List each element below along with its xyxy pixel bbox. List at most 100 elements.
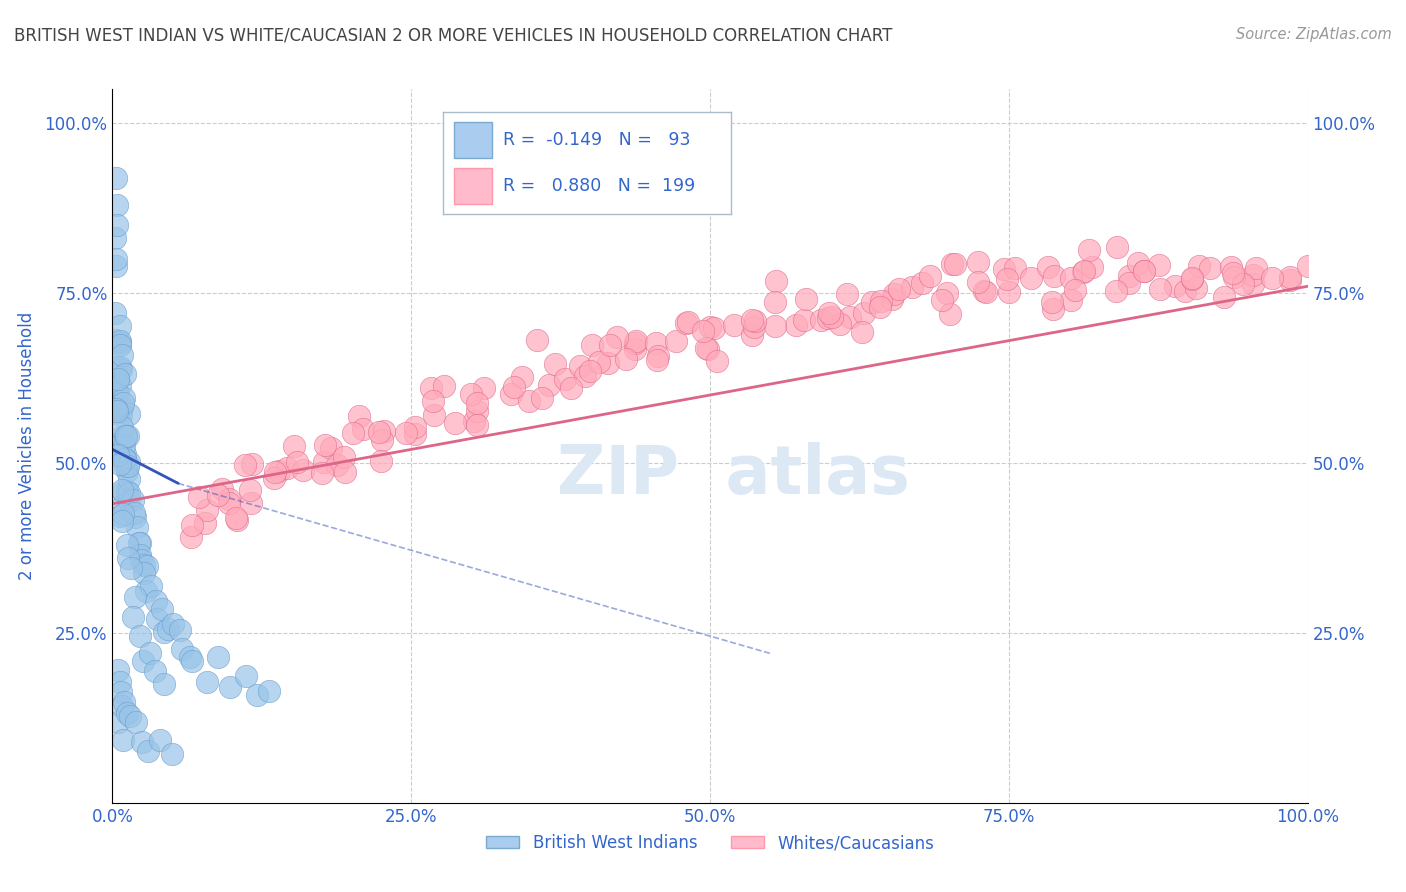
Point (1043, 269, 1066, 284)
Point (115, 429, 138, 443)
Point (180, 530, 202, 544)
Point (110, 408, 132, 422)
Point (404, 427, 426, 442)
Point (647, 352, 669, 367)
Point (1060, 293, 1083, 307)
Point (111, 348, 134, 362)
Point (218, 496, 240, 510)
Point (181, 654, 204, 668)
Point (1174, 284, 1197, 298)
Point (325, 458, 347, 473)
Point (246, 688, 269, 702)
Point (887, 282, 910, 296)
Point (740, 328, 762, 343)
Text: R =   0.880   N =  199: R = 0.880 N = 199 (503, 177, 696, 194)
Point (108, 405, 131, 419)
Point (153, 625, 176, 640)
Point (810, 313, 832, 327)
Point (211, 482, 233, 496)
Point (239, 483, 262, 497)
Point (145, 594, 167, 608)
Point (1004, 261, 1026, 276)
Point (853, 305, 876, 319)
Point (122, 492, 145, 507)
Point (370, 454, 392, 468)
Point (676, 315, 699, 329)
Text: ZIP  atlas: ZIP atlas (558, 442, 910, 508)
Point (108, 335, 131, 350)
Point (502, 380, 524, 394)
Point (110, 430, 132, 444)
Point (966, 255, 988, 269)
Point (373, 425, 395, 439)
Point (114, 447, 136, 461)
Point (112, 392, 135, 406)
Point (703, 321, 725, 335)
Point (499, 386, 522, 401)
Point (169, 623, 191, 637)
Point (675, 316, 697, 330)
Point (931, 293, 953, 307)
Point (233, 458, 256, 472)
Point (519, 393, 541, 408)
Point (699, 320, 721, 334)
Point (107, 372, 129, 386)
Point (112, 733, 135, 747)
Point (993, 262, 1015, 277)
Point (665, 334, 688, 348)
Point (1133, 264, 1156, 278)
Point (1261, 271, 1284, 285)
Point (257, 683, 280, 698)
Point (335, 465, 357, 479)
Point (1128, 256, 1150, 270)
Point (107, 448, 129, 462)
Point (821, 310, 844, 324)
Point (998, 285, 1021, 299)
Point (422, 393, 444, 408)
Point (132, 654, 155, 668)
Point (172, 641, 194, 656)
Point (692, 324, 714, 338)
Point (1060, 271, 1083, 285)
Point (114, 459, 136, 474)
Point (433, 379, 456, 393)
Point (117, 455, 139, 469)
Point (838, 310, 860, 324)
Point (111, 400, 134, 414)
Point (129, 629, 152, 643)
Point (465, 417, 488, 432)
Point (333, 450, 356, 465)
Point (723, 318, 745, 332)
Point (763, 318, 786, 333)
Point (938, 307, 960, 321)
Point (579, 364, 602, 378)
Point (218, 680, 240, 694)
Point (108, 338, 131, 352)
Point (117, 458, 139, 473)
Point (120, 709, 142, 723)
Point (974, 285, 997, 299)
Point (1279, 270, 1302, 285)
Point (207, 649, 229, 664)
Point (1073, 264, 1095, 278)
Point (1040, 295, 1063, 310)
Point (125, 520, 148, 534)
Point (108, 318, 131, 333)
Point (1105, 285, 1128, 299)
Point (124, 590, 146, 604)
Legend: British West Indians, Whites/Caucasians: British West Indians, Whites/Caucasians (479, 828, 941, 859)
Point (187, 490, 209, 504)
Point (793, 313, 815, 327)
Point (918, 269, 941, 284)
Point (117, 429, 139, 443)
Point (1244, 260, 1267, 275)
Point (108, 457, 131, 471)
Point (118, 493, 141, 508)
Point (128, 536, 150, 550)
Point (129, 548, 152, 562)
Point (263, 470, 285, 484)
Point (105, 170, 128, 185)
Point (624, 342, 647, 356)
Point (139, 579, 162, 593)
Point (138, 744, 160, 758)
